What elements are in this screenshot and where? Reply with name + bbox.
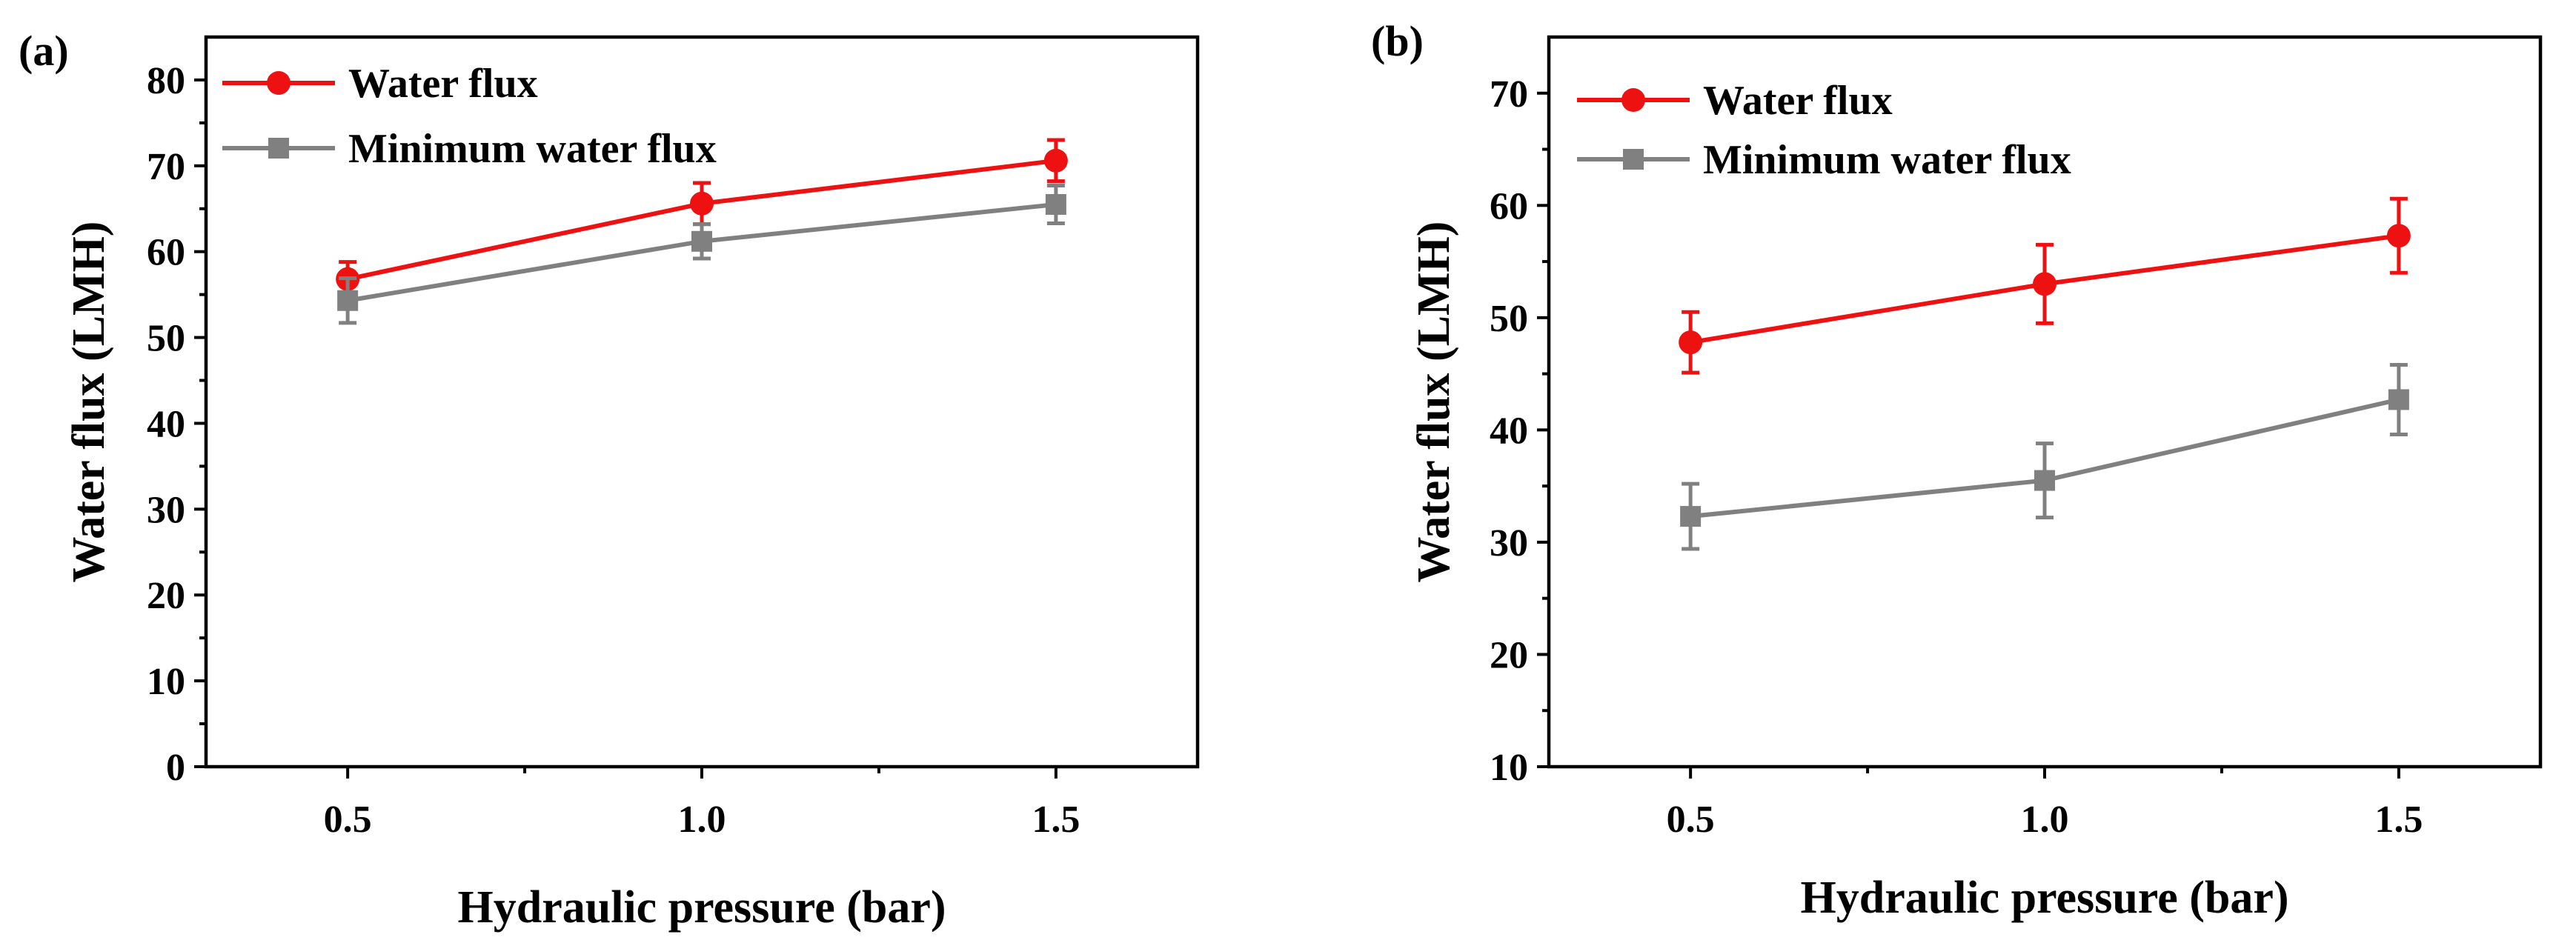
chart-panel-b: 10 20 30 40 50 60 70 0.5 1.0 1.5 Hydraulic pressur… [1371,17,2543,923]
water-flux-point [1043,148,1068,173]
x-tick-label: 0.5 [324,799,372,841]
x-axis-title: Hydraulic pressure (bar) [457,882,946,933]
y-tick-label: 30 [147,489,185,531]
y-tick-label: 10 [147,661,185,703]
minimum-water-flux-point [2034,470,2055,491]
y-tick-label: 60 [1490,185,1528,227]
y-tick-label: 70 [1490,73,1528,116]
x-axis-title: Hydraulic pressure (bar) [1800,873,2288,923]
y-axis-title: Water flux (LMH) [1409,221,1459,583]
x-tick-label: 0.5 [1667,799,1715,841]
y-axis-title: Water flux (LMH) [64,221,114,583]
x-tick-label: 1.5 [1032,799,1080,841]
panel-label: (a) [19,27,69,75]
chart-panel-a: 0 10 20 30 40 50 60 70 80 0.5 1.0 1.5 Hydraulic pres… [19,27,1200,933]
water-flux-point [690,191,714,216]
minimum-water-flux-point [1045,193,1066,215]
legend-label-minimum-water-flux: Minimum water flux [348,126,717,172]
x-tick-label: 1.5 [2374,799,2423,841]
y-tick-label: 40 [147,403,185,445]
y-tick-label: 10 [1490,747,1528,789]
legend-label-water-flux: Water flux [1703,78,1893,124]
legend-marker-minimum-water-flux [268,138,289,159]
y-tick-label: 80 [147,60,185,102]
x-tick-label: 1.0 [2021,799,2069,841]
water-flux-point [2386,224,2411,248]
y-tick-label: 20 [1490,634,1528,676]
y-tick-label: 60 [147,232,185,274]
panel-label: (b) [1371,17,1424,65]
x-tick-label: 1.0 [678,799,726,841]
legend-label-minimum-water-flux: Minimum water flux [1703,137,2071,183]
water-flux-point [1679,330,1703,355]
minimum-water-flux-point [691,230,712,252]
minimum-water-flux-point [337,290,359,311]
y-tick-label: 50 [147,318,185,360]
legend-marker-minimum-water-flux [1623,149,1644,170]
minimum-water-flux-point [1680,506,1702,527]
y-tick-label: 70 [147,146,185,188]
legend-marker-water-flux [1621,88,1645,112]
y-tick-label: 20 [147,575,185,617]
legend-marker-water-flux [267,71,291,95]
minimum-water-flux-point [2388,389,2409,410]
legend-label-water-flux: Water flux [348,61,538,107]
y-tick-label: 30 [1490,522,1528,564]
y-tick-label: 40 [1490,410,1528,452]
water-flux-point [2033,272,2057,296]
y-tick-label: 0 [166,747,185,789]
y-tick-label: 50 [1490,298,1528,340]
